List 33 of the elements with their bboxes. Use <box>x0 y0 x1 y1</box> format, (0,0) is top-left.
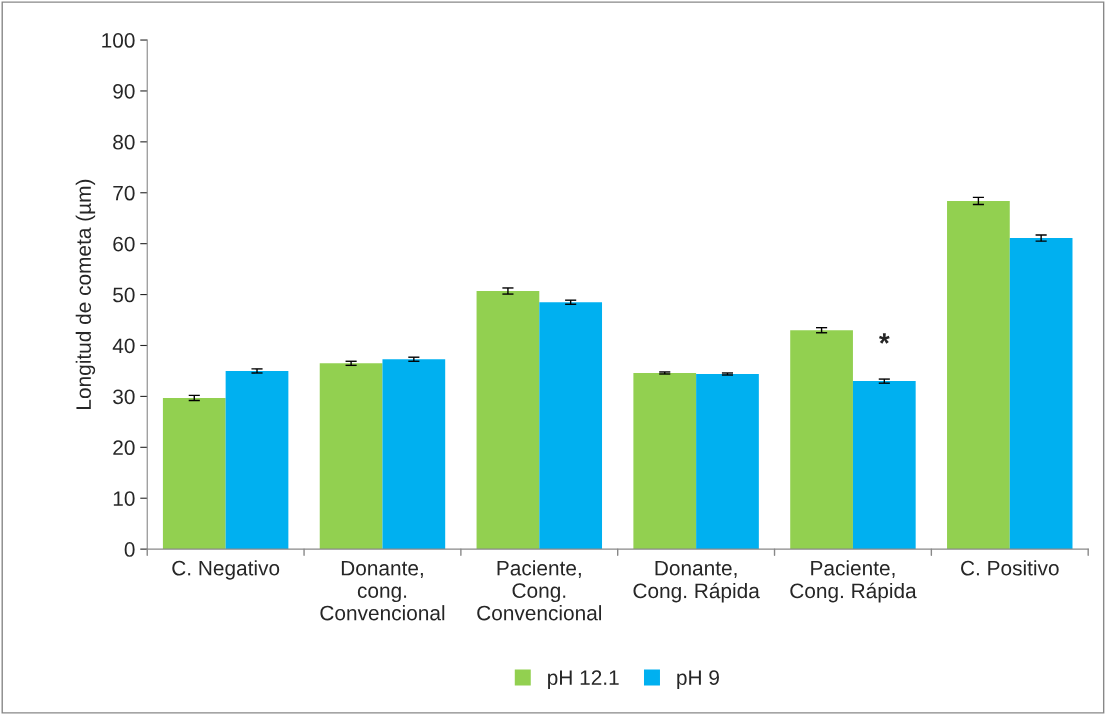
y-tick-label: 20 <box>113 440 135 456</box>
bar <box>696 374 759 550</box>
bar <box>1009 238 1073 550</box>
annotation: * <box>878 333 890 344</box>
bar <box>162 397 226 550</box>
x-tick-label: Donante, Cong. Rápida <box>633 561 760 603</box>
y-tick-label: 80 <box>113 134 135 150</box>
y-tick-label: 100 <box>102 33 135 48</box>
bar <box>947 200 1010 550</box>
bar <box>790 330 853 550</box>
bar <box>539 302 603 550</box>
y-axis-title: Longitud de cometa (µm) <box>75 179 96 409</box>
y-tick-label: 30 <box>113 389 135 405</box>
x-tick-label: Paciente, Cong. Rápida <box>790 560 917 603</box>
bar <box>225 370 289 550</box>
legend-label: pH 9 <box>677 670 719 690</box>
x-tick-label: C. Negativo <box>172 560 280 580</box>
y-tick-label: 40 <box>112 338 135 354</box>
y-tick-label: 50 <box>113 287 135 303</box>
legend-label: pH 12.1 <box>548 670 619 690</box>
y-tick-label: 60 <box>113 236 135 252</box>
bar <box>382 359 446 550</box>
y-tick-label: 90 <box>113 83 135 99</box>
x-tick-label: Paciente, Cong. Convencional <box>477 560 602 621</box>
bar <box>633 372 697 550</box>
x-tick-label: C. Positivo <box>961 560 1059 576</box>
bar <box>476 291 540 550</box>
y-tick-label: 10 <box>113 491 135 506</box>
bar <box>319 363 383 550</box>
y-tick-label: 70 <box>113 185 135 201</box>
x-tick-label: Donante, cong. Convencional <box>320 561 445 621</box>
y-tick-label: 0 <box>124 542 135 557</box>
bar <box>852 381 916 550</box>
